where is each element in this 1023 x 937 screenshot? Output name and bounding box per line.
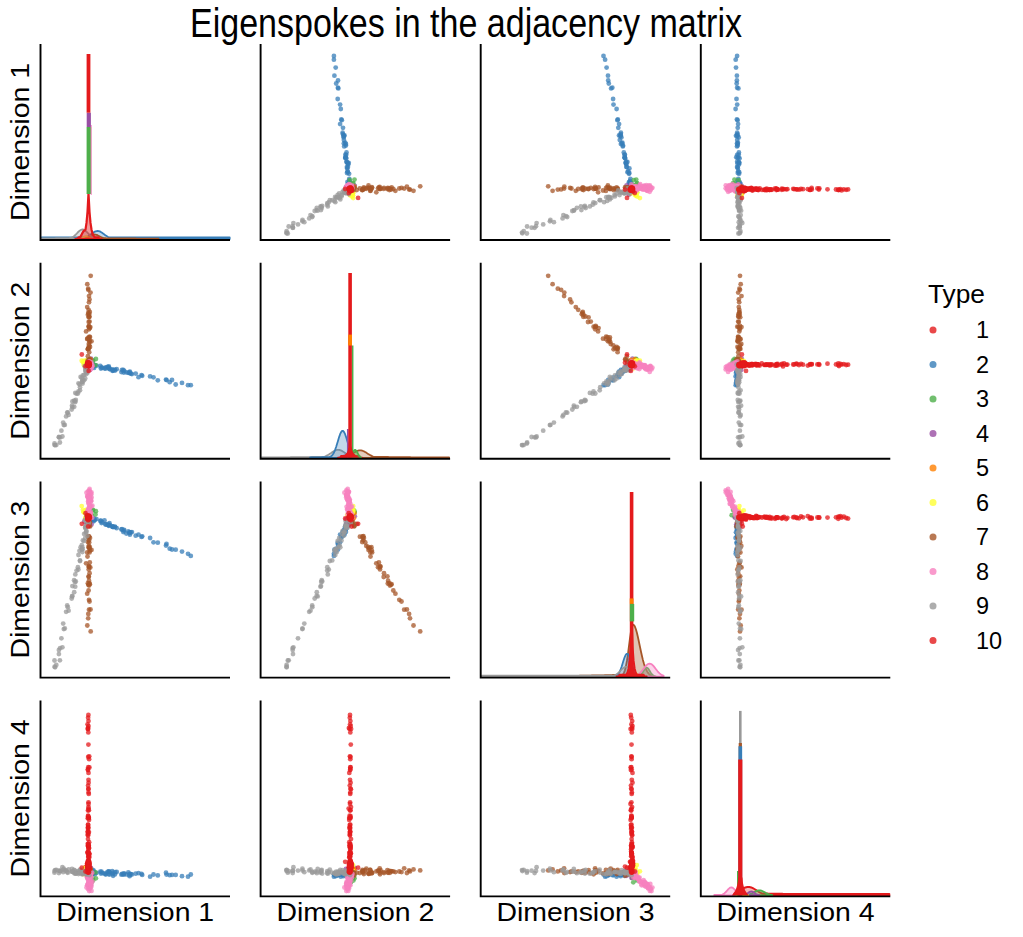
svg-text:Dimension 3: Dimension 3 — [5, 501, 35, 659]
svg-text:Dimension 1: Dimension 1 — [56, 897, 214, 927]
svg-text:Dimension 2: Dimension 2 — [276, 897, 434, 927]
svg-text:2: 2 — [976, 352, 989, 378]
svg-text:4: 4 — [976, 421, 989, 447]
svg-text:Dimension 2: Dimension 2 — [5, 282, 35, 440]
svg-text:Dimension 3: Dimension 3 — [497, 897, 655, 927]
svg-text:Dimension 4: Dimension 4 — [717, 897, 875, 927]
svg-text:10: 10 — [976, 628, 1002, 654]
svg-text:Type: Type — [928, 280, 985, 308]
svg-text:3: 3 — [976, 386, 989, 412]
svg-text:6: 6 — [976, 490, 989, 516]
svg-text:Dimension 4: Dimension 4 — [5, 719, 35, 877]
svg-text:Dimension 1: Dimension 1 — [5, 63, 35, 221]
svg-text:7: 7 — [976, 524, 989, 550]
svg-text:Eigenspokes in the adjacency m: Eigenspokes in the adjacency matrix — [190, 1, 742, 45]
svg-text:8: 8 — [976, 559, 989, 585]
svg-text:9: 9 — [976, 593, 989, 619]
svg-text:5: 5 — [976, 455, 989, 481]
svg-text:1: 1 — [976, 317, 989, 343]
